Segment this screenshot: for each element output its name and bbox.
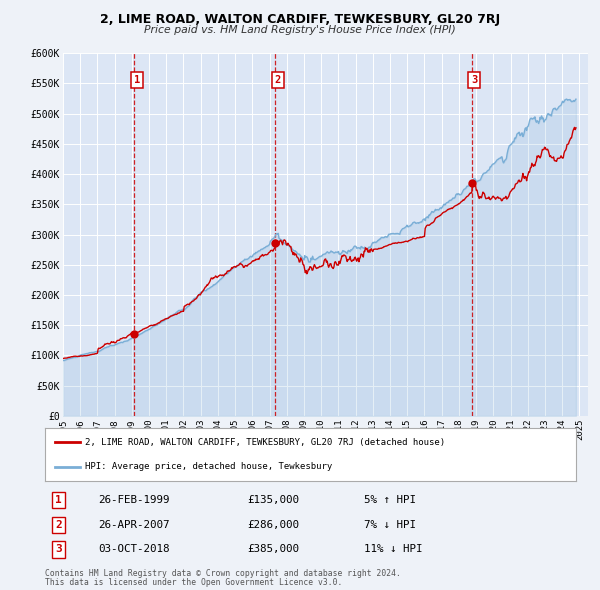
Text: 26-APR-2007: 26-APR-2007 — [98, 520, 170, 530]
Text: £286,000: £286,000 — [247, 520, 299, 530]
Text: 1: 1 — [55, 496, 62, 505]
Text: 2, LIME ROAD, WALTON CARDIFF, TEWKESBURY, GL20 7RJ: 2, LIME ROAD, WALTON CARDIFF, TEWKESBURY… — [100, 13, 500, 26]
Text: 3: 3 — [55, 545, 62, 555]
Text: 3: 3 — [471, 75, 478, 85]
Text: Price paid vs. HM Land Registry's House Price Index (HPI): Price paid vs. HM Land Registry's House … — [144, 25, 456, 35]
Text: 2: 2 — [275, 75, 281, 85]
Text: 5% ↑ HPI: 5% ↑ HPI — [364, 496, 416, 505]
Text: 03-OCT-2018: 03-OCT-2018 — [98, 545, 170, 555]
Text: 7% ↓ HPI: 7% ↓ HPI — [364, 520, 416, 530]
Text: Contains HM Land Registry data © Crown copyright and database right 2024.: Contains HM Land Registry data © Crown c… — [45, 569, 401, 578]
Text: This data is licensed under the Open Government Licence v3.0.: This data is licensed under the Open Gov… — [45, 578, 343, 587]
Text: HPI: Average price, detached house, Tewkesbury: HPI: Average price, detached house, Tewk… — [85, 462, 332, 471]
Text: 2, LIME ROAD, WALTON CARDIFF, TEWKESBURY, GL20 7RJ (detached house): 2, LIME ROAD, WALTON CARDIFF, TEWKESBURY… — [85, 438, 445, 447]
Text: 1: 1 — [134, 75, 140, 85]
Text: 26-FEB-1999: 26-FEB-1999 — [98, 496, 170, 505]
Text: £135,000: £135,000 — [247, 496, 299, 505]
Text: 11% ↓ HPI: 11% ↓ HPI — [364, 545, 422, 555]
Text: £385,000: £385,000 — [247, 545, 299, 555]
Text: 2: 2 — [55, 520, 62, 530]
